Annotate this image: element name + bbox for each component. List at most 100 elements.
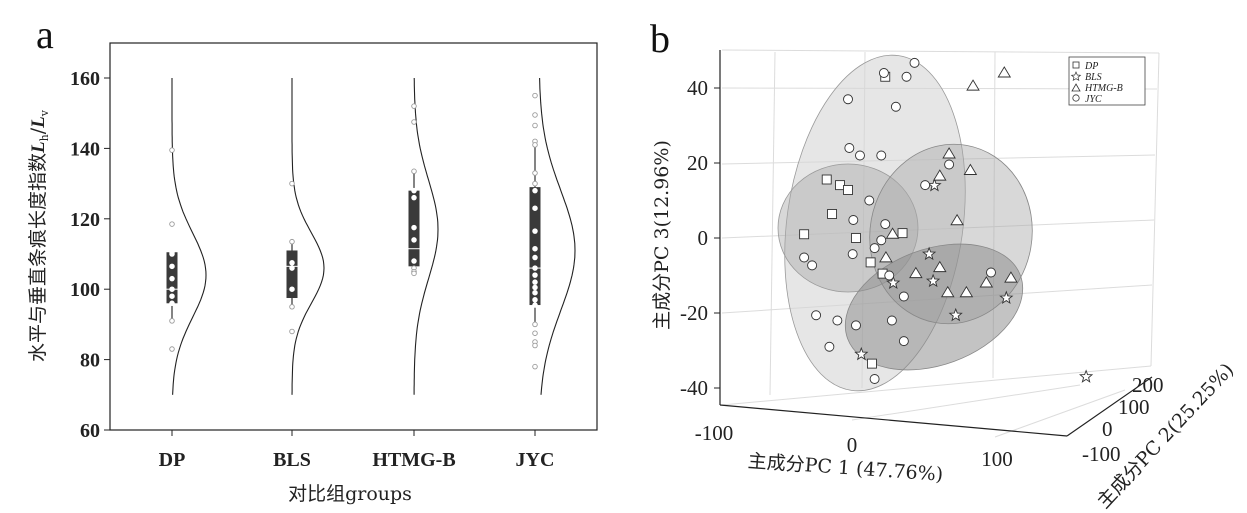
pc1-tick-label: 0 [847, 433, 858, 457]
legend-box [1068, 56, 1146, 106]
marker-bls [921, 246, 937, 261]
x-axis-title: 对比组groups [288, 483, 412, 505]
marker-bls [948, 307, 963, 322]
x-tick-label: JYC [516, 449, 555, 471]
data-point [532, 279, 538, 285]
marker-jyc [844, 143, 855, 153]
y-tick-label: 120 [70, 209, 100, 231]
density-curve [413, 77, 439, 395]
y-tick-label: 80 [80, 350, 100, 372]
marker-jyc [848, 215, 859, 225]
data-point [169, 147, 175, 153]
marker-htmg-b [1004, 271, 1018, 283]
panel-label-a: a [36, 12, 54, 57]
marker-dp [843, 185, 853, 195]
pc2-tick-label: 200 [1132, 373, 1164, 397]
data-point [289, 180, 295, 187]
y-axis-title-sub-v: v [38, 109, 51, 117]
marker-bls [886, 275, 901, 290]
data-point [532, 342, 538, 349]
data-point [532, 254, 538, 261]
marker-dp [865, 257, 876, 268]
marker-jyc [824, 341, 835, 352]
data-point [532, 180, 538, 187]
pc2-axis-line [1066, 376, 1153, 437]
data-point [289, 238, 295, 245]
marker-jyc [986, 267, 996, 278]
data-point [289, 328, 295, 335]
data-point [169, 275, 175, 282]
density-curve [291, 78, 325, 395]
data-point [411, 119, 417, 125]
confidence-ellipses [777, 54, 1033, 392]
pc2-tick-label: 100 [1118, 395, 1150, 419]
y-axis-title-sub-h: h [38, 134, 51, 141]
legend: DP BLS HTMG-B JYC [1068, 56, 1146, 106]
marker-bls [925, 273, 941, 288]
marker-bls [927, 178, 942, 192]
data-point [532, 302, 538, 308]
marker-bls [1079, 369, 1094, 383]
y-axis-title: 水平与垂直条痕长度指数Lh/Lv [27, 109, 51, 362]
pc3-tick-label: -20 [680, 301, 708, 325]
marker-dp [827, 209, 837, 219]
y-axis-title-text: 水平与垂直条痕长度指数 [27, 153, 49, 362]
data-point [532, 228, 538, 234]
y-tick-label: 60 [80, 420, 100, 442]
marker-jyc [909, 57, 920, 68]
plot-frame [109, 42, 598, 431]
data-point [169, 300, 175, 307]
box [286, 250, 298, 298]
marker-htmg-b [942, 147, 956, 159]
marker-jyc [898, 336, 909, 347]
legend-item-dp: DP [1084, 61, 1098, 72]
marker-jyc [869, 374, 880, 384]
density-curve [539, 77, 576, 395]
data-point [532, 330, 538, 336]
marker-jyc [890, 101, 901, 112]
marker-jyc [811, 310, 822, 321]
marker-htmg-b [909, 266, 923, 279]
marker-jyc [807, 260, 818, 271]
marker-htmg-b [879, 251, 893, 263]
legend-item-jyc: JYC [1085, 94, 1102, 105]
marker-htmg-b [940, 285, 955, 298]
pca-3d-scatter-panel: 主成分PC 1 (47.76%) 主成分PC 3(12.96%) 主成分PC 2… [651, 49, 1238, 513]
marker-jyc [843, 94, 853, 105]
data-point [169, 286, 175, 292]
marker-jyc [799, 252, 810, 263]
panel-label-b: b [650, 16, 670, 61]
data-point [532, 170, 538, 176]
y-tick-label: 160 [70, 68, 100, 90]
marker-bls [854, 346, 869, 361]
star-icon [1070, 71, 1082, 82]
data-point [411, 194, 417, 201]
x-tick-label: BLS [273, 449, 311, 471]
pc3-tick-label: -40 [680, 376, 708, 400]
marker-dp [851, 233, 861, 243]
data-point [289, 304, 295, 310]
data-point [532, 272, 538, 278]
marker-jyc [851, 320, 861, 331]
pc1-axis-title: 主成分PC 1 (47.76%) [747, 450, 944, 486]
pc1-axis-line [719, 404, 1068, 437]
data-point [532, 363, 538, 370]
data-point [532, 187, 538, 194]
pc3-tick-label: 40 [687, 76, 708, 100]
marker-bls [999, 290, 1014, 305]
marker-jyc [886, 315, 897, 326]
y-tick-label: 100 [70, 279, 100, 301]
marker-htmg-b [932, 169, 947, 181]
marker-jyc [901, 71, 912, 82]
data-point [169, 251, 175, 257]
pc3-tick-label: 20 [687, 151, 708, 175]
marker-htmg-b [997, 66, 1012, 78]
x-tick-label: DP [159, 449, 186, 471]
axes-3d [719, 50, 1153, 437]
marker-jyc [884, 270, 895, 281]
data-point [532, 142, 538, 148]
data-point [411, 237, 417, 243]
marker-htmg-b [966, 79, 980, 91]
data-point [169, 293, 175, 299]
